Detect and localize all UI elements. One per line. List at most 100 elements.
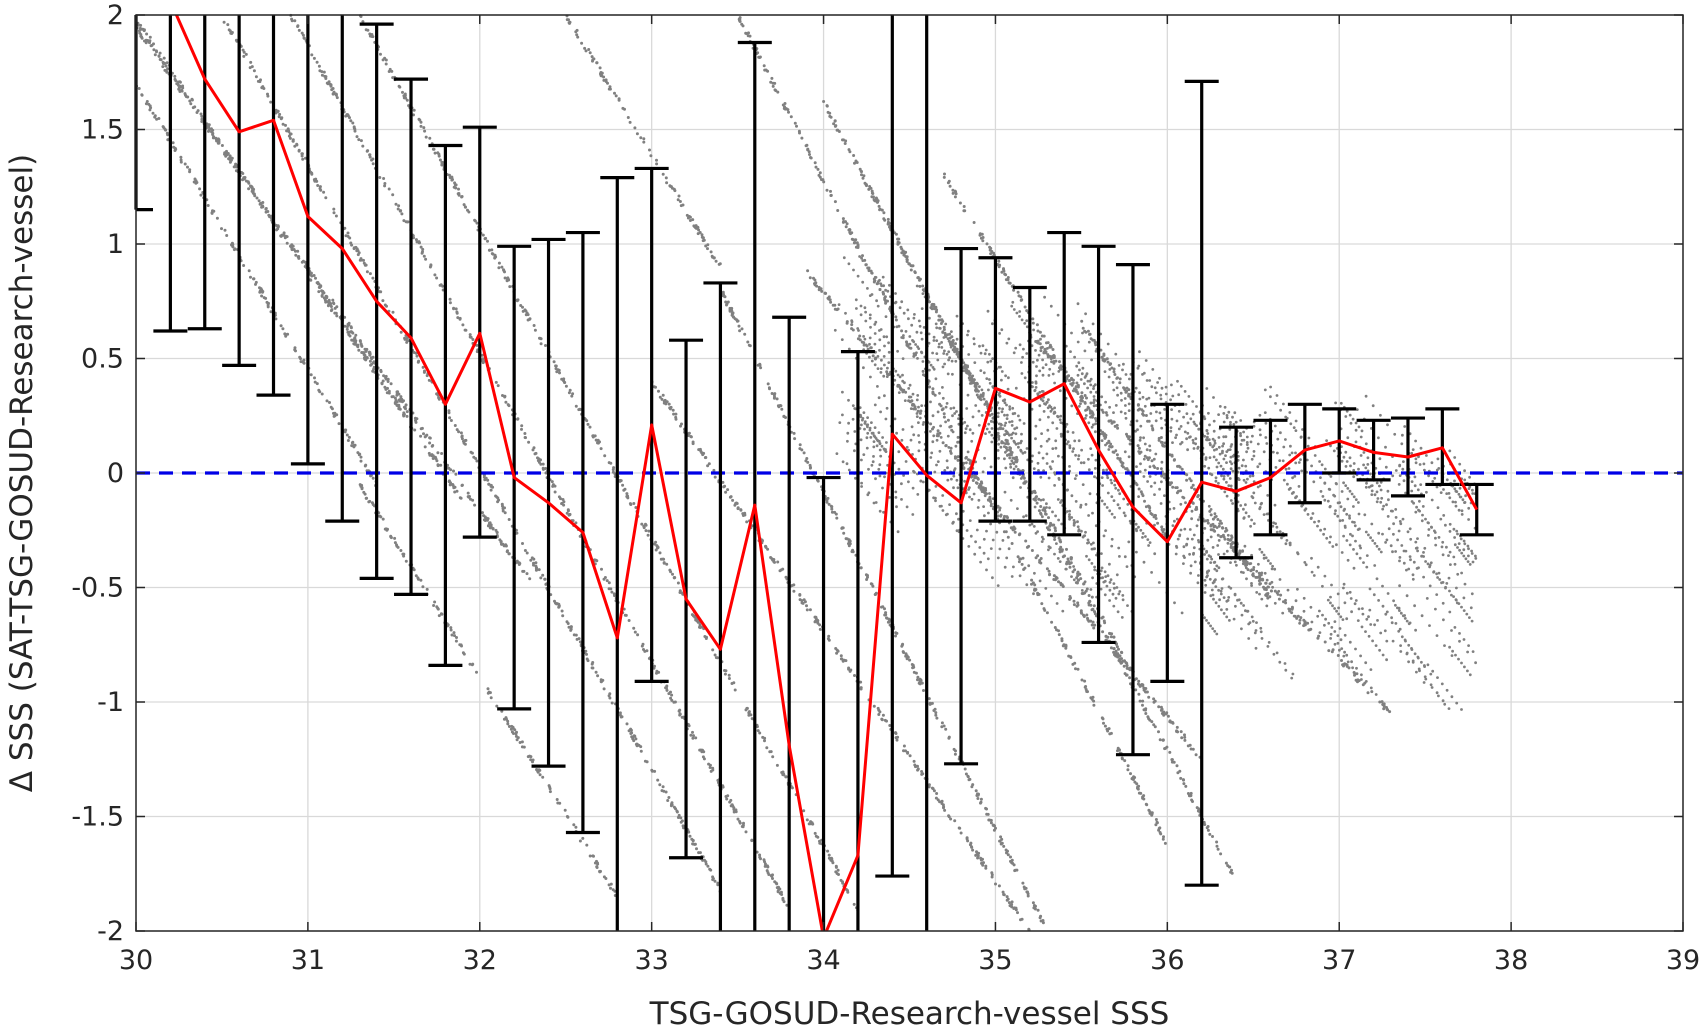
scatter-point <box>849 232 852 236</box>
scatter-point <box>1069 556 1073 560</box>
scatter-point <box>1358 556 1362 560</box>
scatter-point <box>852 902 856 906</box>
scatter-point <box>644 523 648 527</box>
scatter-point <box>1026 890 1029 894</box>
scatter-point <box>1273 503 1277 507</box>
scatter-point <box>538 773 542 777</box>
scatter-point <box>555 370 559 374</box>
scatter-point <box>1135 465 1138 468</box>
scatter-point <box>388 67 392 71</box>
scatter-point <box>1239 504 1243 507</box>
scatter-point <box>269 310 273 314</box>
scatter-point <box>666 799 670 802</box>
scatter-point <box>1206 828 1210 832</box>
scatter-point <box>963 431 967 435</box>
scatter-point <box>501 509 505 513</box>
scatter-point <box>371 476 375 480</box>
scatter-point <box>1090 608 1094 612</box>
scatter-point <box>1103 724 1107 728</box>
scatter-point <box>989 246 993 250</box>
scatter-point <box>399 330 403 334</box>
scatter-point <box>539 576 543 580</box>
scatter-point <box>583 417 587 421</box>
scatter-point <box>1010 903 1014 906</box>
scatter-point <box>731 315 735 319</box>
scatter-point <box>276 109 280 113</box>
scatter-point <box>507 278 511 282</box>
scatter-point <box>1281 611 1285 615</box>
scatter-point <box>1155 410 1158 414</box>
scatter-point <box>553 490 557 494</box>
scatter-point <box>860 170 863 174</box>
scatter-point <box>874 501 878 504</box>
scatter-point <box>398 85 402 89</box>
scatter-point <box>975 794 979 797</box>
scatter-point <box>415 354 419 358</box>
scatter-point <box>1115 423 1119 427</box>
scatter-point <box>165 61 169 65</box>
scatter-point <box>1166 714 1170 718</box>
scatter-point <box>850 323 854 327</box>
scatter-point <box>1055 628 1058 632</box>
scatter-point <box>912 670 916 674</box>
scatter-point <box>140 93 144 97</box>
scatter-point <box>1179 730 1183 734</box>
scatter-point <box>1128 377 1131 381</box>
scatter-point <box>576 35 580 39</box>
scatter-point <box>347 333 351 337</box>
scatter-point <box>510 730 514 734</box>
scatter-point <box>634 737 638 741</box>
scatter-point <box>1094 343 1098 347</box>
scatter-point <box>453 490 457 494</box>
scatter-point <box>927 785 931 789</box>
scatter-point <box>1175 491 1179 495</box>
scatter-point <box>833 119 837 123</box>
scatter-point <box>448 176 452 180</box>
scatter-point <box>1082 613 1085 617</box>
scatter-point <box>1360 673 1363 677</box>
scatter-point <box>371 157 375 161</box>
scatter-point <box>950 335 954 339</box>
scatter-point <box>1016 290 1020 294</box>
scatter-point <box>859 687 863 691</box>
scatter-point <box>261 204 265 208</box>
scatter-point <box>1020 372 1024 375</box>
scatter-point <box>1058 389 1062 393</box>
scatter-point <box>249 275 252 279</box>
scatter-point <box>570 394 574 398</box>
scatter-point <box>901 390 905 394</box>
scatter-point <box>821 178 825 182</box>
scatter-point <box>454 472 458 476</box>
scatter-point <box>223 228 227 232</box>
scatter-point <box>1177 409 1181 413</box>
scatter-point <box>1394 469 1398 472</box>
scatter-point <box>285 241 289 245</box>
scatter-point <box>387 187 391 191</box>
scatter-point <box>440 452 444 455</box>
scatter-point <box>806 148 810 152</box>
scatter-point <box>1089 603 1093 607</box>
scatter-point <box>1157 828 1161 832</box>
scatter-point <box>808 466 812 470</box>
scatter-point <box>1068 517 1071 521</box>
scatter-point <box>621 483 625 487</box>
scatter-point <box>1115 654 1118 658</box>
scatter-point <box>399 209 403 213</box>
scatter-point <box>656 778 660 782</box>
scatter-point <box>1420 614 1424 618</box>
scatter-point <box>948 332 952 336</box>
scatter-point <box>1093 623 1097 627</box>
scatter-point <box>1207 466 1211 470</box>
scatter-point <box>286 127 290 131</box>
scatter-point <box>772 396 776 400</box>
scatter-point <box>679 204 683 208</box>
scatter-point <box>206 204 210 207</box>
scatter-point <box>484 476 488 480</box>
scatter-point <box>798 443 802 447</box>
scatter-point <box>619 479 623 483</box>
scatter-point <box>652 385 656 389</box>
scatter-point <box>310 274 314 278</box>
scatter-point <box>766 382 770 386</box>
scatter-point <box>1124 416 1128 420</box>
scatter-point <box>533 328 537 332</box>
